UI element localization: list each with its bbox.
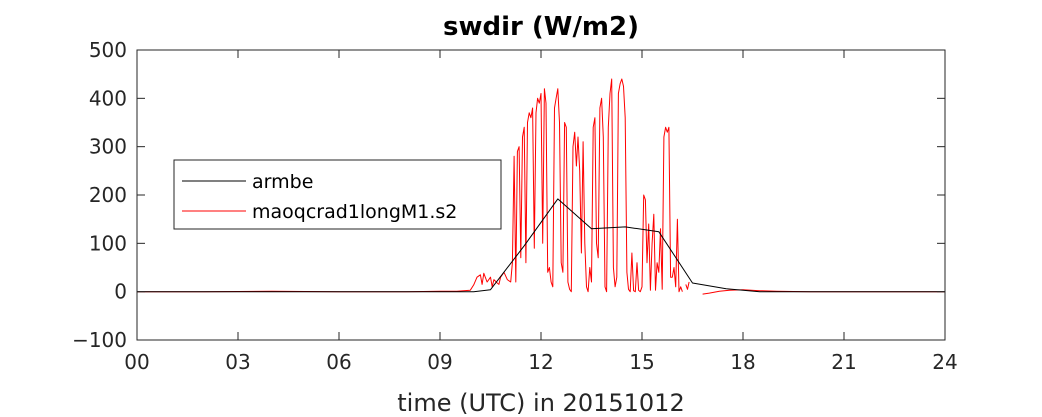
x-tick-label: 21 — [831, 350, 856, 374]
y-tick-label: −100 — [72, 328, 127, 352]
x-tick-label: 03 — [225, 350, 250, 374]
x-tick-label: 06 — [326, 350, 351, 374]
legend-label-maoqcrad1longM1: maoqcrad1longM1.s2 — [252, 201, 457, 223]
x-tick-label: 18 — [730, 350, 755, 374]
y-tick-label: 500 — [89, 38, 127, 62]
series-layer — [137, 78, 945, 295]
legend-label-armbe: armbe — [252, 171, 313, 193]
x-tick-label: 15 — [629, 350, 654, 374]
y-tick-label: 400 — [89, 86, 127, 110]
legend-box — [173, 159, 502, 230]
x-tick-label: 12 — [528, 350, 553, 374]
legend: armbe maoqcrad1longM1.s2 — [173, 159, 502, 230]
y-tick-label: 200 — [89, 183, 127, 207]
chart-title: swdir (W/m2) — [443, 12, 639, 42]
y-tick-label: 100 — [89, 231, 127, 255]
x-tick-label: 24 — [932, 350, 957, 374]
x-tick-label: 00 — [124, 350, 149, 374]
x-tick-label: 09 — [427, 350, 452, 374]
ticks-layer: 00 03 06 09 12 15 18 21 24 −100 0 100 200 300 400 500 — [72, 38, 958, 374]
series-line-armbe — [137, 198, 945, 293]
x-axis-title: time (UTC) in 20151012 — [397, 389, 684, 417]
series-line-maoqcrad1longM1 — [685, 281, 690, 290]
y-tick-label: 300 — [89, 135, 127, 159]
y-tick-label: 0 — [114, 280, 127, 304]
series-line-maoqcrad1longM1 — [137, 78, 683, 293]
